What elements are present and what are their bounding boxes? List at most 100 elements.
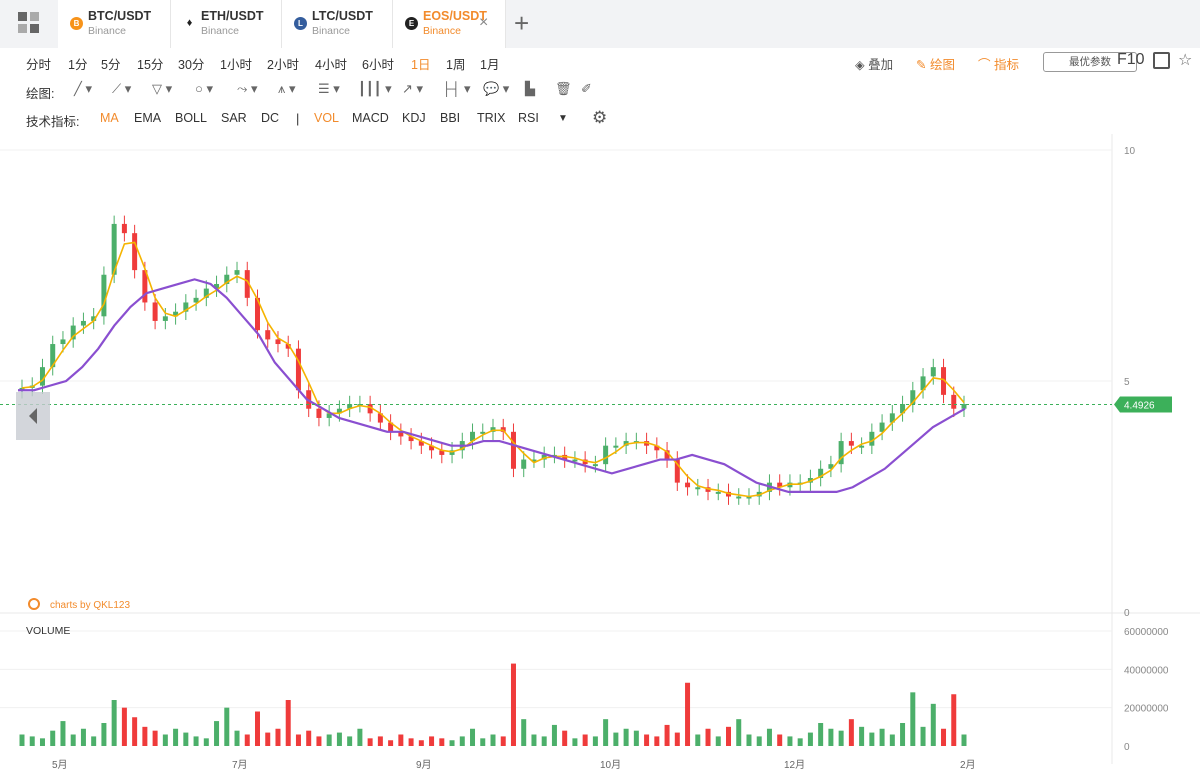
volume-bar — [664, 724, 670, 746]
eraser-icon[interactable]: ✐ — [581, 81, 592, 96]
volume-bar — [603, 719, 609, 746]
arrow-tool-icon[interactable]: ↗ ▾ — [402, 81, 424, 96]
candle — [736, 496, 742, 499]
indicator-sar[interactable]: SAR — [221, 111, 247, 125]
volume-bar — [39, 738, 45, 746]
add-tab-button[interactable]: + — [514, 8, 530, 38]
candle — [777, 482, 783, 488]
volume-bar — [490, 734, 496, 746]
candle — [101, 274, 107, 317]
volume-bar — [306, 730, 312, 746]
btc-coin-icon: B — [70, 17, 83, 30]
period-3[interactable]: 15分 — [137, 58, 164, 72]
indicator-macd[interactable]: MACD — [352, 111, 389, 125]
indicator-button[interactable]: ⌒ 指标 — [978, 54, 1019, 73]
volume-bar — [357, 728, 363, 746]
layers-icon: ◈ — [855, 58, 869, 72]
candle — [674, 459, 680, 483]
period-4[interactable]: 30分 — [178, 58, 205, 72]
tab-bar: B BTC/USDT Binance ♦ ETH/USDT Binance L … — [0, 0, 1200, 48]
volume-bar — [285, 700, 291, 746]
volume-bar — [531, 734, 537, 746]
tab-ltc-usdt[interactable]: L LTC/USDT Binance — [282, 0, 393, 48]
candle — [715, 491, 721, 494]
tab-pair-label: BTC/USDT — [88, 9, 152, 23]
circle-tool-icon[interactable]: ○ ▾ — [195, 81, 213, 96]
volume-bar — [449, 740, 455, 746]
optimal-params-button[interactable]: 最优参数 — [1043, 52, 1137, 72]
price-chart[interactable]: 10 5 0 60000000 40000000 20000000 0 4.4926 chart… — [0, 134, 1200, 784]
gear-icon[interactable]: ⚙ — [592, 108, 608, 127]
period-1[interactable]: 1分 — [68, 58, 88, 72]
volume-bar — [746, 734, 752, 746]
fullscreen-icon[interactable] — [1153, 52, 1170, 69]
tab-pair-label: ETH/USDT — [201, 9, 264, 23]
candle — [70, 325, 76, 340]
volume-bar — [193, 736, 199, 746]
period-toolbar: 分时 1分 5分 15分 30分 1小时 2小时 4小时 6小时 1日 1周 1月 — [0, 49, 1200, 75]
volume-bar — [715, 736, 721, 746]
tab-exchange-label: Binance — [201, 25, 239, 37]
candle — [900, 404, 906, 414]
indicator-kdj[interactable]: KDJ — [402, 111, 426, 125]
volume-bar — [551, 724, 557, 746]
period-2[interactable]: 5分 — [101, 58, 121, 72]
period-6[interactable]: 2小时 — [267, 58, 299, 72]
measure-tool-icon[interactable]: ├┤ ▾ — [442, 81, 471, 96]
grid-menu-icon[interactable] — [18, 12, 44, 38]
indicator-dc[interactable]: DC — [261, 111, 280, 125]
volume-bar — [756, 736, 762, 746]
triangle-tool-icon[interactable]: ▽ ▾ — [152, 81, 173, 96]
indicator-ma[interactable]: MA — [100, 111, 119, 125]
watermark-text: charts by QKL123 — [50, 600, 130, 611]
tab-eth-usdt[interactable]: ♦ ETH/USDT Binance — [171, 0, 282, 48]
close-icon[interactable]: × — [479, 14, 489, 31]
period-0[interactable]: 分时 — [26, 58, 52, 72]
period-9[interactable]: 1日 — [411, 58, 431, 72]
candle — [889, 413, 895, 423]
tab-eos-usdt[interactable]: E EOS/USDT Binance × — [393, 0, 506, 48]
indicator-trix[interactable]: TRIX — [477, 111, 506, 125]
volume-bar — [255, 711, 260, 746]
volume-bar — [685, 682, 691, 746]
indicator-rsi[interactable]: RSI — [518, 111, 539, 125]
pattern-tool-icon[interactable]: ⩚ ▾ — [278, 81, 296, 96]
period-7[interactable]: 4小时 — [315, 58, 347, 72]
volume-bar — [941, 728, 947, 746]
ray-tool-icon[interactable]: ⟋ ▾ — [112, 81, 132, 96]
candle — [838, 441, 844, 465]
indicator-boll[interactable]: BOLL — [175, 111, 207, 125]
ltc-coin-icon: L — [294, 17, 307, 30]
star-icon[interactable]: ☆ — [1178, 52, 1193, 69]
more-dropdown-icon[interactable]: ▼ — [558, 113, 568, 124]
period-10[interactable]: 1周 — [446, 58, 466, 72]
volume-bar — [500, 736, 506, 746]
indicator-ema[interactable]: EMA — [134, 111, 162, 125]
trash-icon[interactable]: 🗑 — [555, 81, 572, 96]
volume-bar — [644, 734, 650, 746]
path-tool-icon[interactable]: ⤳ ▾ — [237, 81, 258, 96]
channel-tool-icon[interactable]: ┃┃┃ ▾ — [358, 81, 392, 96]
x-tick-label: 9月 — [416, 759, 432, 771]
tab-btc-usdt[interactable]: B BTC/USDT Binance — [58, 0, 171, 48]
period-5[interactable]: 1小时 — [220, 58, 252, 72]
volume-bar — [50, 730, 56, 746]
indicator-bbi[interactable]: BBI — [440, 111, 461, 125]
volume-label: VOLUME — [26, 625, 70, 637]
candle — [592, 464, 598, 467]
tab-exchange-label: Binance — [423, 25, 461, 37]
volume-bar — [295, 734, 301, 746]
line-tool-icon[interactable]: ╱ ▾ — [74, 81, 92, 96]
fib-tool-icon[interactable]: ☰ ▾ — [318, 81, 340, 96]
volume-bar — [142, 726, 148, 746]
period-8[interactable]: 6小时 — [362, 58, 394, 72]
period-11[interactable]: 1月 — [480, 58, 500, 72]
f10-button[interactable]: F10 — [1117, 51, 1145, 68]
bar-tool-icon[interactable]: ▙ — [525, 81, 535, 96]
comment-tool-icon[interactable]: 💬 ▾ — [483, 81, 510, 96]
candle — [941, 367, 947, 395]
indicator-vol[interactable]: VOL — [314, 111, 340, 125]
draw-button[interactable]: ✎ 绘图 — [916, 54, 955, 73]
volume-bar — [111, 700, 117, 746]
overlay-button[interactable]: ◈ 叠加 — [855, 54, 893, 73]
